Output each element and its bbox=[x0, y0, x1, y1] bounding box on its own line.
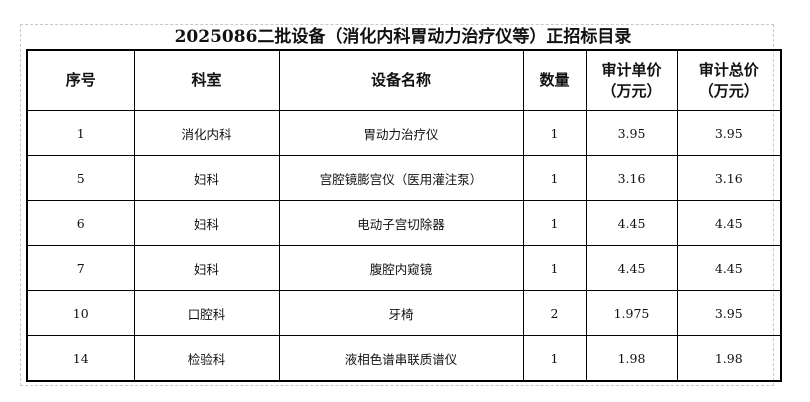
cell-department: 口腔科 bbox=[133, 290, 280, 336]
cell-equipment-name: 电动子宫切除器 bbox=[278, 200, 524, 246]
cell-quantity: 1 bbox=[522, 335, 587, 382]
cell-equipment-name: 液相色谱串联质谱仪 bbox=[278, 335, 524, 382]
cell-quantity: 2 bbox=[522, 290, 587, 336]
cell-index: 7 bbox=[26, 245, 135, 291]
equipment-table: 序号 科室 设备名称 数量 审计单价（万元） 审计总价（万元） 1 消化内科 胃动力… bbox=[26, 49, 782, 382]
cell-department: 妇科 bbox=[133, 245, 280, 291]
header-unit-price: 审计单价（万元） bbox=[585, 49, 678, 111]
table-row: 14 检验科 液相色谱串联质谱仪 1 1.98 1.98 bbox=[26, 335, 782, 382]
table-row: 7 妇科 腹腔内窥镜 1 4.45 4.45 bbox=[26, 245, 782, 291]
cell-quantity: 1 bbox=[522, 110, 587, 156]
header-department: 科室 bbox=[133, 49, 280, 111]
cell-total-price: 3.95 bbox=[676, 290, 782, 336]
header-total-price: 审计总价（万元） bbox=[676, 49, 782, 111]
table-row: 6 妇科 电动子宫切除器 1 4.45 4.45 bbox=[26, 200, 782, 246]
cell-index: 6 bbox=[26, 200, 135, 246]
header-index: 序号 bbox=[26, 49, 135, 111]
cell-unit-price: 3.95 bbox=[585, 110, 678, 156]
cell-department: 检验科 bbox=[133, 335, 280, 382]
cell-quantity: 1 bbox=[522, 245, 587, 291]
table-row: 10 口腔科 牙椅 2 1.975 3.95 bbox=[26, 290, 782, 336]
cell-total-price: 4.45 bbox=[676, 245, 782, 291]
cell-unit-price: 1.98 bbox=[585, 335, 678, 382]
cell-index: 10 bbox=[26, 290, 135, 336]
cell-equipment-name: 腹腔内窥镜 bbox=[278, 245, 524, 291]
cell-equipment-name: 胃动力治疗仪 bbox=[278, 110, 524, 156]
cell-total-price: 4.45 bbox=[676, 200, 782, 246]
cell-index: 5 bbox=[26, 155, 135, 201]
table-row: 1 消化内科 胃动力治疗仪 1 3.95 3.95 bbox=[26, 110, 782, 156]
cell-department: 消化内科 bbox=[133, 110, 280, 156]
cell-unit-price: 4.45 bbox=[585, 245, 678, 291]
cell-index: 14 bbox=[26, 335, 135, 382]
cell-quantity: 1 bbox=[522, 200, 587, 246]
cell-index: 1 bbox=[26, 110, 135, 156]
cell-total-price: 1.98 bbox=[676, 335, 782, 382]
cell-total-price: 3.95 bbox=[676, 110, 782, 156]
cell-quantity: 1 bbox=[522, 155, 587, 201]
document-title: 2025086二批设备（消化内科胃动力治疗仪等）正招标目录 bbox=[174, 27, 632, 47]
cell-unit-price: 3.16 bbox=[585, 155, 678, 201]
header-equipment-name: 设备名称 bbox=[278, 49, 524, 111]
header-row: 序号 科室 设备名称 数量 审计单价（万元） 审计总价（万元） bbox=[26, 49, 782, 111]
cell-unit-price: 4.45 bbox=[585, 200, 678, 246]
cell-equipment-name: 牙椅 bbox=[278, 290, 524, 336]
cell-department: 妇科 bbox=[133, 200, 280, 246]
header-quantity: 数量 bbox=[522, 49, 587, 111]
cell-department: 妇科 bbox=[133, 155, 280, 201]
table-row: 5 妇科 宫腔镜膨宫仪（医用灌注泵） 1 3.16 3.16 bbox=[26, 155, 782, 201]
cell-equipment-name: 宫腔镜膨宫仪（医用灌注泵） bbox=[278, 155, 524, 201]
cell-total-price: 3.16 bbox=[676, 155, 782, 201]
cell-unit-price: 1.975 bbox=[585, 290, 678, 336]
